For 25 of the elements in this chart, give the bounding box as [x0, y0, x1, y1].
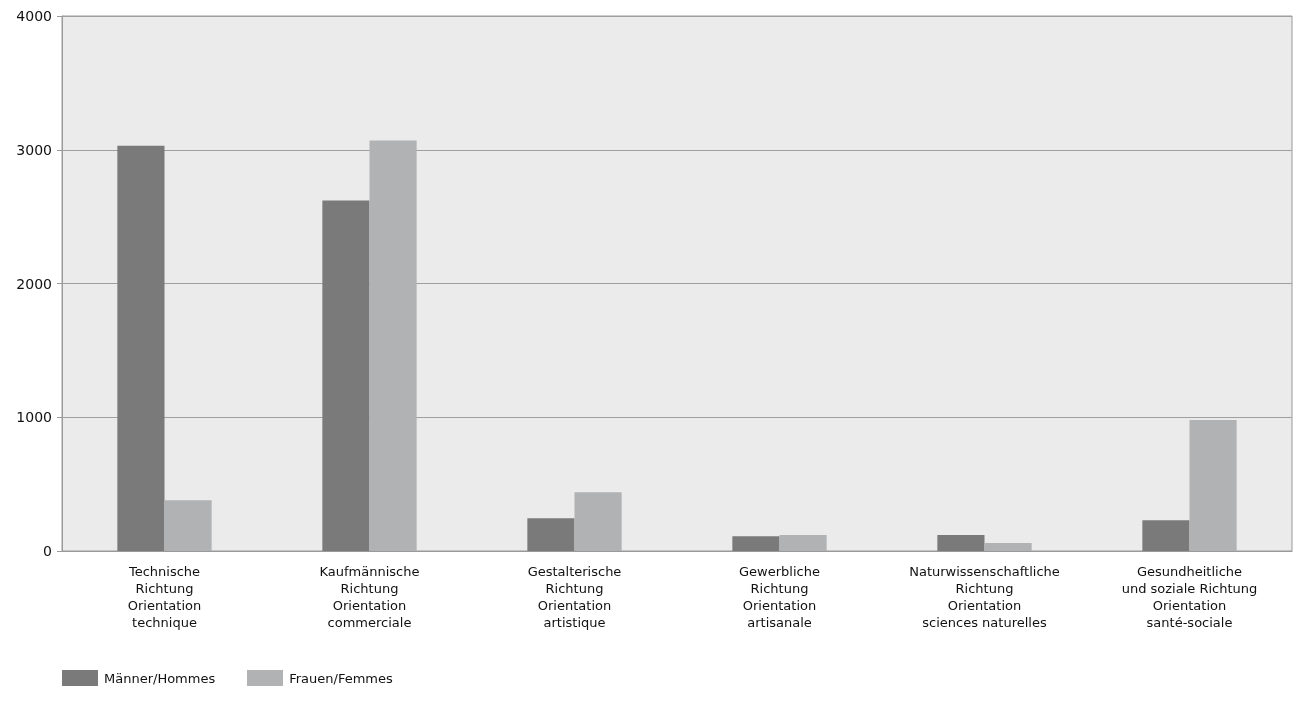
bar	[574, 492, 622, 551]
y-tick-label: 1000	[16, 409, 52, 426]
bar	[1189, 419, 1237, 551]
y-tick-label: 2000	[16, 275, 52, 292]
bar	[937, 534, 985, 551]
y-tick-label: 4000	[16, 8, 52, 24]
x-tick-label: Gestalterische Richtung Orientation artistique	[527, 564, 622, 630]
x-tick-label: Kaufmännische Richtung Orientation commerciale	[319, 564, 420, 630]
x-tick-label: Gesundheitliche und soziale Richtung Orientation santé-sociale	[1121, 564, 1258, 630]
y-tick-label: 0	[43, 543, 52, 559]
bar	[779, 534, 827, 551]
x-tick-label: Technische Richtung Orientation technique	[127, 564, 202, 630]
bar	[117, 145, 165, 551]
bar	[984, 542, 1032, 551]
bar	[322, 200, 370, 551]
y-tick-label: 3000	[16, 141, 52, 158]
legend-label: Männer/Hommes	[104, 670, 216, 686]
bar	[1142, 520, 1190, 551]
x-tick-label: Gewerbliche Richtung Orientation artisanale	[739, 564, 820, 630]
x-tick-label: Naturwissenschaftliche Richtung Orientation sciences naturelles	[909, 564, 1060, 630]
bar	[732, 536, 780, 551]
bar	[369, 140, 417, 551]
bar	[164, 500, 212, 551]
legend-label: Frauen/Femmes	[289, 670, 393, 686]
bar	[527, 518, 575, 551]
